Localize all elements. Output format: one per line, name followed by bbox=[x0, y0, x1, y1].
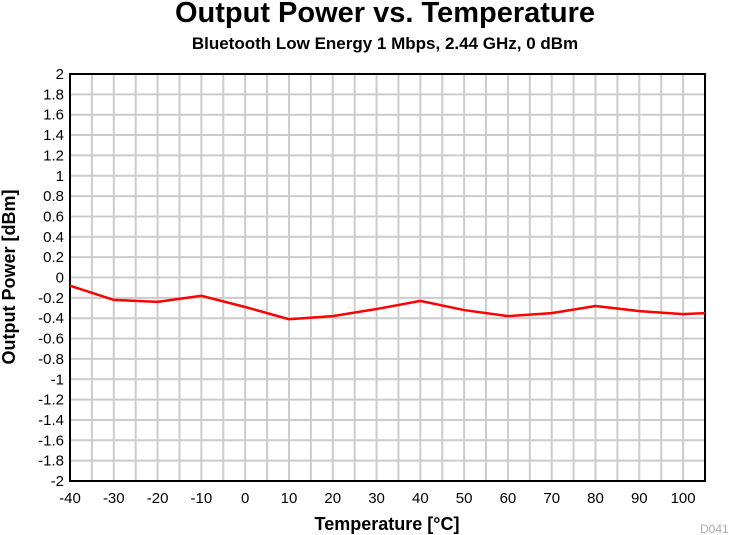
y-tick-label: 0.6 bbox=[43, 208, 64, 225]
y-tick-label: -1.4 bbox=[38, 412, 64, 429]
x-tick-label: 80 bbox=[587, 490, 604, 507]
x-tick-label: 60 bbox=[500, 490, 517, 507]
y-tick-label: -1.8 bbox=[38, 453, 64, 470]
x-tick-label: -30 bbox=[103, 490, 125, 507]
y-tick-label: -0.2 bbox=[38, 290, 64, 307]
y-tick-label: -1 bbox=[51, 371, 64, 388]
x-tick-label: 10 bbox=[281, 490, 298, 507]
x-tick-label: 100 bbox=[671, 490, 696, 507]
y-tick-label: -2 bbox=[51, 473, 64, 490]
y-tick-label: 1.4 bbox=[43, 127, 64, 144]
x-tick-label: 20 bbox=[324, 490, 341, 507]
y-tick-label: 1.2 bbox=[43, 147, 64, 164]
plot-frame bbox=[69, 73, 706, 482]
x-tick-label: 70 bbox=[543, 490, 560, 507]
watermark: D041 bbox=[700, 522, 729, 535]
y-tick-label: -1.2 bbox=[38, 392, 64, 409]
y-tick-label: 1.8 bbox=[43, 86, 64, 103]
y-tick-label: -0.8 bbox=[38, 351, 64, 368]
x-tick-label: -10 bbox=[191, 490, 213, 507]
x-tick-label: 30 bbox=[368, 490, 385, 507]
x-tick-label: -20 bbox=[147, 490, 169, 507]
y-tick-label: 0.8 bbox=[43, 188, 64, 205]
y-tick-label: 0.4 bbox=[43, 229, 64, 246]
x-tick-label: 50 bbox=[456, 490, 473, 507]
y-tick-label: 1 bbox=[56, 168, 64, 185]
y-tick-label: 0 bbox=[56, 270, 64, 287]
y-tick-label: -1.6 bbox=[38, 432, 64, 449]
x-tick-label: -40 bbox=[59, 490, 81, 507]
chart-subtitle: Bluetooth Low Energy 1 Mbps, 2.44 GHz, 0… bbox=[191, 34, 579, 53]
x-tick-label: 40 bbox=[412, 490, 429, 507]
x-axis-label: Temperature [°C] bbox=[315, 514, 460, 534]
y-axis-label: Output Power [dBm] bbox=[0, 190, 19, 365]
y-tick-label: 2 bbox=[56, 66, 64, 83]
x-tick-label: 90 bbox=[631, 490, 648, 507]
chart-title: Output Power vs. Temperature bbox=[174, 0, 596, 29]
y-tick-label: -0.4 bbox=[38, 310, 64, 327]
y-tick-label: -0.6 bbox=[38, 331, 64, 348]
y-tick-label: 1.6 bbox=[43, 107, 64, 124]
y-tick-label: 0.2 bbox=[43, 249, 64, 266]
series-line bbox=[69, 284, 706, 321]
x-tick-label: 0 bbox=[241, 490, 249, 507]
